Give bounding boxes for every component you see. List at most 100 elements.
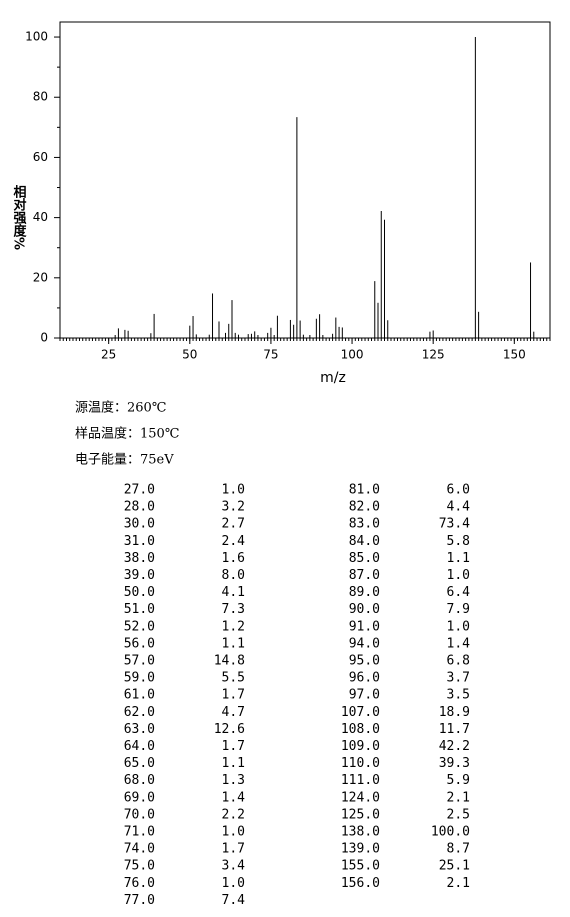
table-cell: 69.0 xyxy=(124,790,155,805)
table-cell: 1.1 xyxy=(222,756,245,771)
table-cell: 2.5 xyxy=(447,807,470,822)
table-cell: 39.3 xyxy=(439,756,470,771)
table-cell: 156.0 xyxy=(341,876,380,891)
table-cell: 4.4 xyxy=(447,500,471,515)
table-cell: 18.9 xyxy=(439,705,470,720)
table-cell: 2.7 xyxy=(222,517,245,532)
table-cell: 87.0 xyxy=(349,568,380,583)
table-cell: 56.0 xyxy=(124,636,155,651)
table-cell: 1.4 xyxy=(222,790,246,805)
table-cell: 64.0 xyxy=(124,739,155,754)
table-cell: 71.0 xyxy=(124,825,155,840)
x-axis-label: m/z xyxy=(320,370,346,386)
table-cell: 8.0 xyxy=(222,568,245,583)
table-cell: 25.1 xyxy=(439,859,470,874)
table-cell: 5.9 xyxy=(447,773,470,788)
table-cell: 50.0 xyxy=(124,585,155,600)
table-cell: 85.0 xyxy=(349,551,380,566)
table-cell: 95.0 xyxy=(349,654,380,669)
y-tick-label: 60 xyxy=(33,150,48,164)
table-cell: 57.0 xyxy=(124,654,155,669)
table-cell: 107.0 xyxy=(341,705,380,720)
table-cell: 1.2 xyxy=(222,619,245,634)
table-cell: 139.0 xyxy=(341,842,380,857)
table-cell: 1.1 xyxy=(447,551,470,566)
table-cell: 12.6 xyxy=(214,722,245,737)
table-cell: 3.2 xyxy=(222,500,245,515)
table-cell: 28.0 xyxy=(124,500,155,515)
table-cell: 42.2 xyxy=(439,739,470,754)
table-cell: 2.2 xyxy=(222,807,245,822)
x-tick-label: 125 xyxy=(422,348,445,362)
table-cell: 1.4 xyxy=(447,636,471,651)
y-tick-label: 0 xyxy=(40,331,48,345)
table-cell: 51.0 xyxy=(124,602,155,617)
table-cell: 6.4 xyxy=(447,585,471,600)
table-cell: 76.0 xyxy=(124,876,155,891)
table-cell: 1.7 xyxy=(222,842,245,857)
table-cell: 38.0 xyxy=(124,551,155,566)
table-cell: 1.0 xyxy=(447,619,470,634)
x-tick-label: 150 xyxy=(503,348,526,362)
table-cell: 39.0 xyxy=(124,568,155,583)
table-cell: 75.0 xyxy=(124,859,155,874)
table-cell: 100.0 xyxy=(431,825,470,840)
table-cell: 89.0 xyxy=(349,585,380,600)
table-cell: 1.7 xyxy=(222,688,245,703)
table-cell: 5.8 xyxy=(447,534,470,549)
table-cell: 11.7 xyxy=(439,722,470,737)
table-cell: 61.0 xyxy=(124,688,155,703)
x-tick-label: 50 xyxy=(182,348,197,362)
table-cell: 96.0 xyxy=(349,671,380,686)
table-cell: 110.0 xyxy=(341,756,380,771)
table-cell: 1.7 xyxy=(222,739,245,754)
table-cell: 1.0 xyxy=(222,825,245,840)
table-cell: 4.7 xyxy=(222,705,245,720)
table-cell: 1.6 xyxy=(222,551,245,566)
table-cell: 84.0 xyxy=(349,534,380,549)
x-tick-label: 75 xyxy=(263,348,278,362)
table-cell: 82.0 xyxy=(349,500,380,515)
table-cell: 62.0 xyxy=(124,705,155,720)
table-cell: 1.0 xyxy=(222,876,245,891)
table-cell: 6.0 xyxy=(447,483,470,498)
table-cell: 4.1 xyxy=(222,585,245,600)
table-cell: 108.0 xyxy=(341,722,380,737)
table-cell: 30.0 xyxy=(124,517,155,532)
table-cell: 81.0 xyxy=(349,483,380,498)
x-tick-label: 100 xyxy=(341,348,364,362)
table-cell: 1.0 xyxy=(447,568,470,583)
y-tick-label: 20 xyxy=(33,270,48,284)
table-cell: 83.0 xyxy=(349,517,380,532)
table-cell: 155.0 xyxy=(341,859,380,874)
table-cell: 6.8 xyxy=(447,654,470,669)
table-cell: 109.0 xyxy=(341,739,380,754)
table-cell: 63.0 xyxy=(124,722,155,737)
table-cell: 138.0 xyxy=(341,825,380,840)
y-tick-label: 40 xyxy=(33,210,48,224)
table-cell: 111.0 xyxy=(341,773,380,788)
y-tick-label: 100 xyxy=(25,30,48,44)
table-cell: 2.1 xyxy=(447,876,470,891)
table-cell: 74.0 xyxy=(124,842,155,857)
condition: 电子能量：75eV xyxy=(75,453,174,468)
table-cell: 52.0 xyxy=(124,619,155,634)
y-tick-label: 80 xyxy=(33,90,48,104)
table-cell: 1.1 xyxy=(222,636,245,651)
table-cell: 27.0 xyxy=(124,483,155,498)
plot-frame xyxy=(59,21,551,339)
table-cell: 65.0 xyxy=(124,756,155,771)
table-cell: 1.3 xyxy=(222,773,245,788)
table-cell: 3.5 xyxy=(447,688,470,703)
condition: 样品温度：150℃ xyxy=(75,426,179,442)
table-cell: 73.4 xyxy=(439,517,470,532)
table-cell: 97.0 xyxy=(349,688,380,703)
y-axis-label: 相对强度% xyxy=(11,184,27,250)
table-cell: 125.0 xyxy=(341,807,380,822)
table-cell: 2.4 xyxy=(222,534,246,549)
table-cell: 5.5 xyxy=(222,671,245,686)
table-cell: 90.0 xyxy=(349,602,380,617)
x-tick-label: 25 xyxy=(101,348,116,362)
condition: 源温度：260℃ xyxy=(75,400,166,416)
